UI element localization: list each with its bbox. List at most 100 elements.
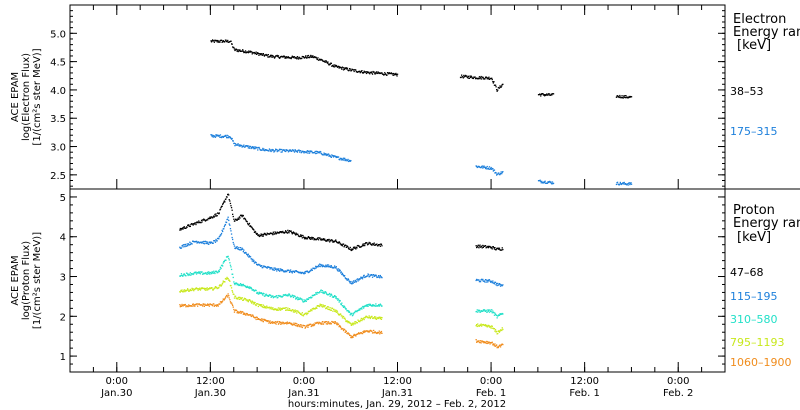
data-point [325, 60, 327, 62]
data-point [223, 228, 225, 230]
data-point [217, 135, 219, 137]
data-point [219, 303, 221, 305]
data-point [210, 241, 213, 243]
data-point [320, 265, 322, 267]
data-point [490, 246, 492, 248]
data-point [183, 226, 185, 228]
data-point [261, 53, 263, 55]
data-point [203, 240, 205, 243]
data-point [221, 41, 223, 43]
data-point [214, 136, 217, 138]
data-point [298, 324, 300, 326]
data-point [622, 182, 624, 184]
data-point [502, 328, 504, 331]
data-point [462, 77, 464, 79]
data-point [184, 243, 186, 246]
series-47–68 [179, 193, 504, 252]
data-point [351, 323, 353, 326]
data-point [375, 274, 377, 276]
data-point [484, 167, 487, 170]
data-point [616, 95, 619, 97]
data-point [315, 306, 317, 308]
data-point [266, 54, 268, 56]
data-point [333, 64, 335, 66]
data-point [488, 78, 491, 80]
data-point [227, 137, 229, 139]
data-point [357, 280, 359, 282]
data-point [490, 166, 492, 169]
data-point [373, 275, 375, 277]
data-point [351, 315, 354, 317]
data-point [205, 289, 207, 291]
data-point [253, 303, 256, 305]
data-point [192, 273, 194, 276]
data-point [363, 243, 365, 245]
data-point [303, 152, 305, 154]
data-point [190, 274, 192, 276]
data-point [499, 283, 501, 285]
data-point [323, 306, 325, 308]
data-point [241, 297, 243, 299]
data-point [241, 216, 243, 218]
data-point [492, 168, 494, 170]
data-point [378, 276, 380, 278]
data-point [377, 71, 379, 73]
data-point [478, 77, 480, 79]
data-point [292, 232, 294, 234]
data-point [306, 57, 308, 59]
data-point [491, 248, 493, 250]
data-point [339, 241, 341, 244]
data-point [220, 232, 223, 235]
data-point [188, 273, 190, 275]
data-point [331, 307, 334, 309]
data-point [478, 76, 481, 78]
data-point [260, 292, 262, 294]
data-point [481, 78, 483, 80]
data-point [482, 278, 484, 281]
data-point [324, 61, 326, 63]
data-point [275, 268, 277, 270]
data-point [361, 245, 363, 247]
data-point [499, 344, 501, 346]
data-point [321, 290, 324, 292]
y-axis-label: log(Proton Flux) [21, 241, 32, 320]
data-point [489, 309, 491, 311]
data-point [265, 293, 267, 295]
data-point [286, 270, 288, 273]
data-point [239, 283, 241, 286]
data-point [344, 157, 346, 159]
data-point [352, 324, 354, 326]
data-point [203, 243, 205, 245]
data-point [234, 283, 236, 286]
data-point [350, 323, 352, 325]
data-point [266, 305, 268, 307]
data-point [185, 306, 187, 308]
data-point [256, 316, 258, 319]
data-point [491, 341, 493, 343]
data-point [226, 276, 228, 279]
data-point [341, 68, 343, 70]
data-point [204, 289, 206, 291]
data-point [361, 332, 364, 335]
data-point [241, 214, 243, 217]
data-point [267, 320, 269, 322]
data-point [252, 228, 254, 230]
data-point [343, 67, 345, 69]
data-point [284, 271, 286, 273]
data-point [309, 237, 311, 239]
data-point [198, 271, 200, 273]
data-point [358, 332, 360, 334]
data-point [334, 240, 336, 242]
data-point [337, 298, 340, 300]
data-point [282, 269, 284, 272]
data-point [227, 218, 229, 220]
x-tick-label-date: Feb. 1 [476, 388, 506, 399]
data-point [489, 343, 491, 345]
data-point [623, 181, 625, 184]
data-point [294, 324, 296, 326]
data-point [282, 230, 284, 233]
data-point [244, 285, 246, 287]
data-point [349, 311, 351, 314]
data-point [244, 146, 246, 148]
data-point [325, 321, 327, 323]
